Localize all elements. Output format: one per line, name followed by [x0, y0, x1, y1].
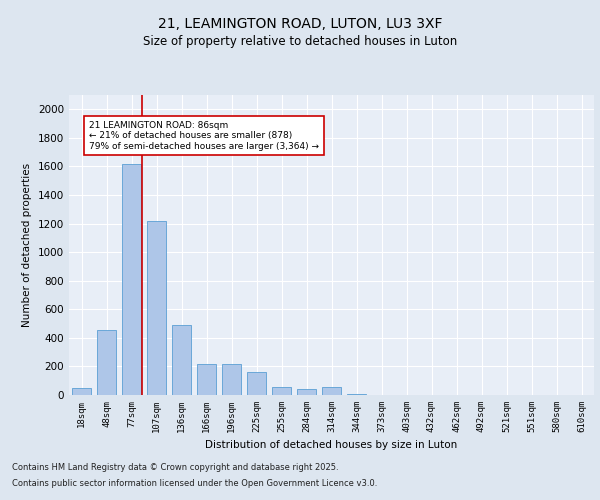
Text: Contains public sector information licensed under the Open Government Licence v3: Contains public sector information licen… — [12, 478, 377, 488]
Bar — [97, 330, 116, 395]
Bar — [197, 364, 216, 395]
Bar — [347, 394, 366, 395]
Bar — [147, 220, 166, 395]
Bar — [172, 325, 191, 395]
Bar — [122, 164, 141, 395]
Bar — [297, 388, 316, 395]
Bar — [72, 388, 91, 395]
X-axis label: Distribution of detached houses by size in Luton: Distribution of detached houses by size … — [205, 440, 458, 450]
Text: 21, LEAMINGTON ROAD, LUTON, LU3 3XF: 21, LEAMINGTON ROAD, LUTON, LU3 3XF — [158, 18, 442, 32]
Text: Contains HM Land Registry data © Crown copyright and database right 2025.: Contains HM Land Registry data © Crown c… — [12, 464, 338, 472]
Bar — [247, 372, 266, 395]
Bar — [222, 364, 241, 395]
Text: Size of property relative to detached houses in Luton: Size of property relative to detached ho… — [143, 35, 457, 48]
Bar — [322, 387, 341, 395]
Bar — [272, 387, 291, 395]
Y-axis label: Number of detached properties: Number of detached properties — [22, 163, 32, 327]
Text: 21 LEAMINGTON ROAD: 86sqm
← 21% of detached houses are smaller (878)
79% of semi: 21 LEAMINGTON ROAD: 86sqm ← 21% of detac… — [89, 120, 319, 150]
